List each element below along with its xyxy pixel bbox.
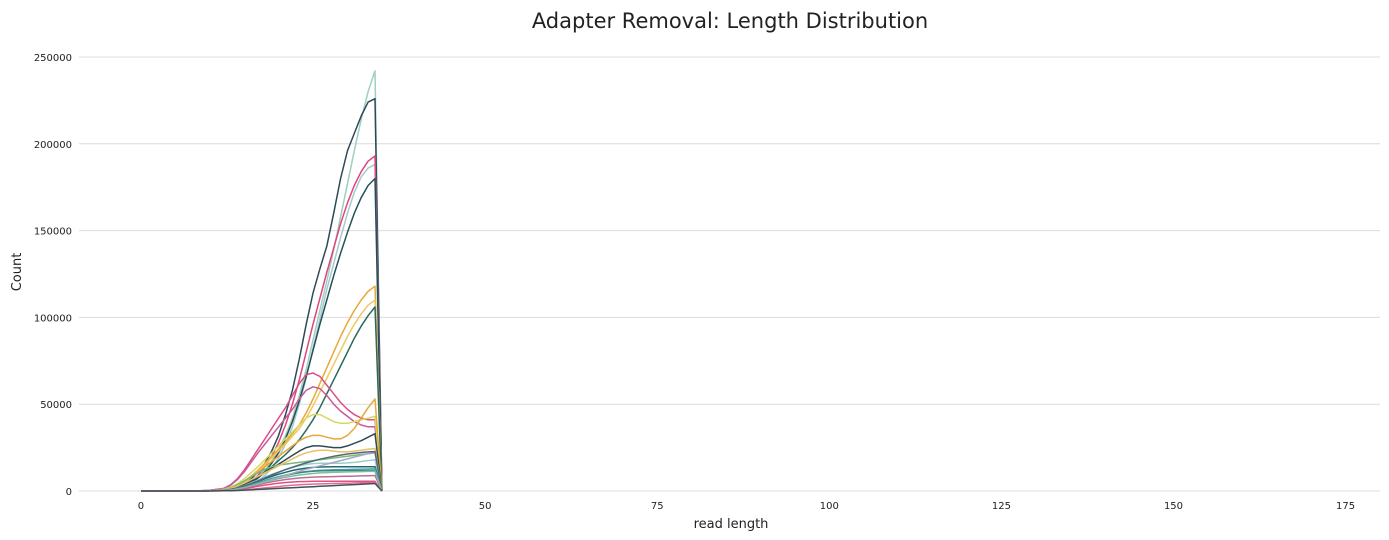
x-axis-label: read length <box>694 517 769 532</box>
y-tick-label-0: 0 <box>66 487 72 498</box>
y-tick-label-5: 250000 <box>34 53 72 64</box>
chart-title: Adapter Removal: Length Distribution <box>532 9 928 33</box>
x-tick-label-6: 150 <box>1164 501 1183 512</box>
y-axis-label: Count <box>10 253 25 292</box>
x-axis-ticks: 0 25 50 75 100 125 150 175 <box>138 501 1355 512</box>
series-line-4 <box>141 155 383 492</box>
x-tick-label-4: 100 <box>820 501 839 512</box>
series-line-26 <box>141 482 383 492</box>
series-lines <box>141 70 383 492</box>
x-tick-label-0: 0 <box>138 501 144 512</box>
x-tick-label-5: 125 <box>992 501 1011 512</box>
x-tick-label-1: 25 <box>307 501 320 512</box>
y-tick-label-4: 200000 <box>34 140 72 151</box>
y-tick-label-3: 150000 <box>34 227 72 238</box>
x-tick-label-7: 175 <box>1336 501 1355 512</box>
x-tick-label-3: 75 <box>651 501 664 512</box>
series-line-3 <box>141 163 383 492</box>
x-tick-label-2: 50 <box>479 501 492 512</box>
y-axis-ticks: 0 50000 100000 150000 200000 250000 <box>34 53 72 498</box>
series-line-1 <box>141 70 383 492</box>
y-tick-label-2: 100000 <box>34 313 72 324</box>
y-tick-label-1: 50000 <box>40 400 72 411</box>
series-line-2 <box>141 97 383 492</box>
